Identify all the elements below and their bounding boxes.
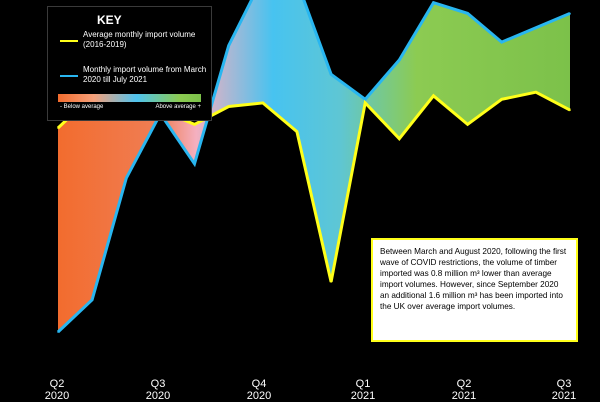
fill-area-group: [58, 0, 570, 332]
data-point: [296, 130, 298, 133]
legend-gradient-bar: [58, 94, 201, 102]
data-point: [500, 98, 503, 101]
x-tick-label: Q3 2020: [145, 378, 171, 402]
data-point: [91, 299, 93, 301]
legend-label-average: Average monthly import volume (2016-2019…: [83, 30, 196, 49]
x-tick-label: Q2 2020: [44, 378, 70, 402]
data-point: [432, 95, 435, 97]
data-point: [262, 102, 264, 104]
data-point: [398, 137, 401, 140]
legend-title: KEY: [97, 13, 122, 27]
legend: KEY Average monthly import volume (2016-…: [47, 6, 212, 121]
data-point: [500, 41, 503, 43]
difference-area: [58, 0, 570, 332]
x-tick-label: Q4 2020: [246, 378, 272, 402]
data-point: [398, 59, 401, 61]
data-point: [569, 12, 571, 15]
data-point: [466, 12, 469, 15]
data-point: [330, 73, 332, 76]
x-tick-label: Q2 2021: [451, 378, 477, 402]
data-point: [57, 331, 59, 333]
legend-label-monthly: Monthly import volume from March 2020 ti…: [83, 65, 207, 84]
legend-gradient-above: Above average +: [155, 104, 201, 110]
data-point: [535, 91, 537, 93]
data-point: [227, 44, 230, 47]
data-point: [125, 177, 128, 179]
data-point: [330, 281, 332, 283]
data-point: [364, 102, 367, 104]
data-point: [193, 123, 196, 126]
data-point: [57, 127, 59, 129]
legend-swatch-monthly: [60, 75, 78, 77]
x-tick-label: Q1 2021: [350, 378, 376, 402]
series-line: [56, 0, 571, 334]
annotation-box: Between March and August 2020, following…: [371, 238, 578, 342]
legend-gradient-below: - Below average: [60, 104, 104, 110]
data-point: [466, 123, 469, 126]
x-tick-label: Q3 2021: [551, 378, 577, 402]
data-point: [364, 98, 367, 101]
legend-swatch-average: [60, 40, 78, 42]
data-point: [535, 26, 537, 29]
data-point: [432, 1, 435, 4]
data-point: [193, 163, 196, 165]
data-point: [569, 109, 571, 111]
data-point: [227, 105, 230, 108]
